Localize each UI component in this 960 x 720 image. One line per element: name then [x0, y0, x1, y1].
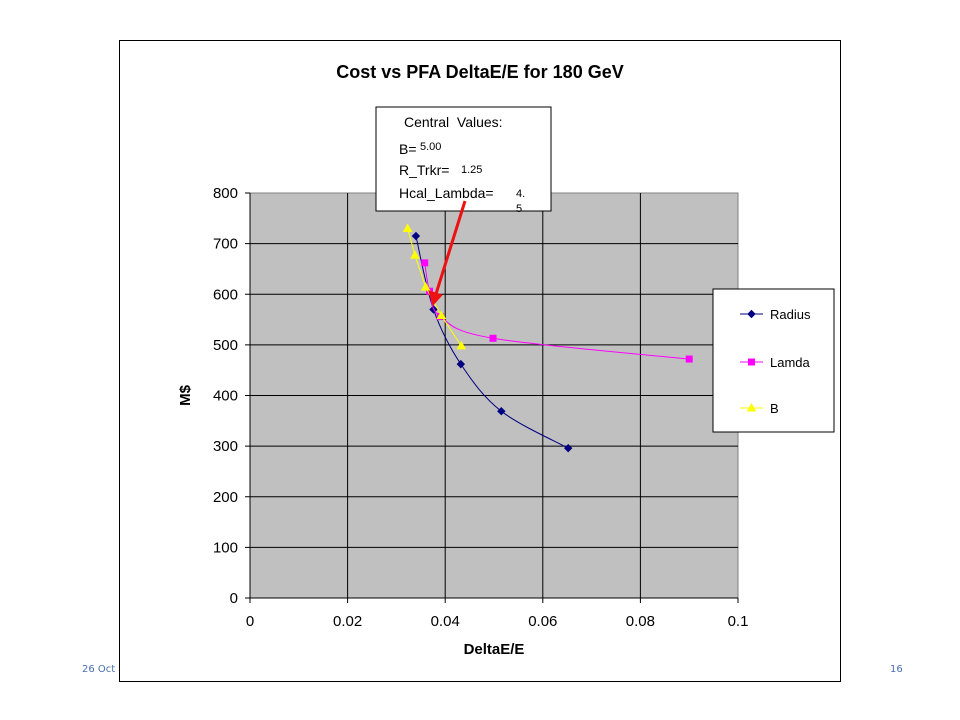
legend-marker-lamda [748, 358, 755, 366]
annotation-box: Central Values: B= 5.00 R_Trkr= 1.25 Hca… [375, 106, 552, 215]
y-tick-label: 200 [213, 489, 238, 506]
annotation-arrow-line [434, 200, 467, 295]
x-tick-label: 0.08 [626, 613, 655, 630]
legend-marker-b [746, 402, 757, 412]
x-tick-label: 0.04 [431, 613, 460, 630]
y-axis-label: M$ [177, 384, 194, 405]
y-tick-label: 700 [213, 236, 238, 253]
data-point-lamda [685, 355, 693, 363]
y-tick-label: 100 [213, 539, 238, 556]
chart-svg: Cost vs PFA DeltaE/E for 180 GeV 0 0.02 0.… [177, 62, 835, 658]
arrow-layer [428, 200, 467, 307]
series-line-lamda [424, 262, 690, 360]
x-tick-label: 0 [246, 613, 254, 630]
footer-page-number: 16 [890, 664, 903, 675]
legend: Radius Lamda B [712, 288, 835, 433]
data-point-lamda [489, 334, 497, 342]
plot-layer: 0 0.02 0.04 0.06 0.08 0.1 0 100 200 300 400 500 600 7… [177, 185, 748, 658]
x-tick-label: 0.02 [333, 613, 362, 630]
data-point-b [456, 340, 467, 350]
annotation-box-border [375, 106, 552, 212]
data-point-b [402, 223, 413, 232]
data-point-radius [411, 231, 421, 241]
data-point-b [410, 250, 420, 259]
x-axis-label: DeltaE/E [464, 641, 525, 658]
y-tick-label: 0 [230, 590, 238, 607]
annotation-b-value: 5.00 [420, 141, 441, 153]
y-tick-label: 400 [213, 388, 238, 405]
y-tick-label: 500 [213, 337, 238, 354]
annotation-rtrkr-value: 1.25 [461, 164, 482, 176]
data-point-radius [497, 406, 506, 416]
x-tick-label: 0.06 [528, 613, 557, 630]
annotation-heading: Central Values: [404, 114, 503, 130]
chart-title: Cost vs PFA DeltaE/E for 180 GeV [336, 62, 623, 82]
chart-frame: Cost vs PFA DeltaE/E for 180 GeV 0 0.02 0.… [119, 40, 841, 682]
data-point-lamda [421, 259, 429, 267]
data-point-radius [563, 443, 573, 453]
annotation-arrow-head [428, 290, 443, 307]
y-tick-label: 300 [213, 438, 238, 455]
footer-date: 26 Oct [82, 664, 116, 675]
y-tick-label: 800 [213, 185, 238, 202]
legend-label-b: B [770, 401, 779, 416]
legend-box [712, 288, 835, 433]
data-point-b [420, 282, 431, 291]
annotation-hcal-label: Hcal_Lambda= [399, 185, 494, 201]
annotation-rtrkr-label: R_Trkr= [399, 162, 449, 178]
legend-label-radius: Radius [770, 307, 811, 322]
data-point-radius [456, 359, 466, 369]
legend-marker-radius [747, 309, 756, 319]
annotation-hcal-value: 4. [516, 188, 525, 200]
y-tick-label: 600 [213, 286, 238, 303]
annotation-hcal-value-wrap: 5 [516, 203, 522, 215]
data-point-b [436, 310, 447, 320]
legend-label-lamda: Lamda [770, 355, 811, 370]
annotation-b-label: B= [399, 141, 417, 157]
x-tick-label: 0.1 [728, 613, 749, 630]
